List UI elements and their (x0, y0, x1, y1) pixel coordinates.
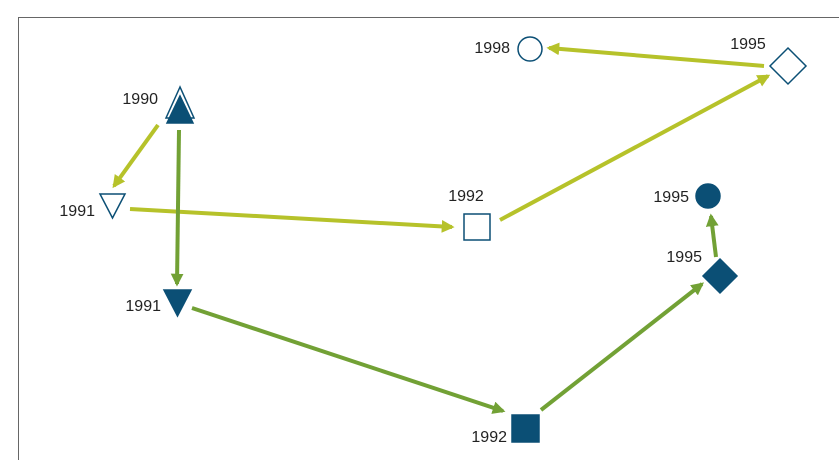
arrow (170, 129, 184, 287)
node-shape (695, 183, 721, 209)
arrow (129, 207, 455, 233)
node-shape (98, 193, 127, 220)
node-shape (768, 46, 808, 86)
node-label: 1995 (666, 249, 702, 266)
node-label: 1991 (59, 203, 95, 220)
arrows (112, 42, 771, 414)
node-shape (701, 257, 739, 295)
node-label: 1995 (730, 36, 766, 53)
frame (18, 17, 839, 460)
node-shape (162, 289, 193, 318)
nodes (98, 36, 808, 443)
arrow (112, 123, 160, 189)
node-shape (463, 213, 491, 241)
node-shape (511, 414, 540, 443)
node-shape (517, 36, 543, 62)
node-label: 1992 (448, 188, 484, 205)
node-label: 1995 (653, 189, 689, 206)
arrow (705, 213, 719, 258)
arrow (499, 74, 771, 222)
node-label: 1998 (474, 40, 510, 57)
labels: 1990 1991 1991 1992 1992 1995 1995 1995 … (59, 36, 765, 446)
node-label: 1991 (125, 298, 161, 315)
node-label: 1990 (122, 91, 158, 108)
arrow (191, 306, 506, 414)
node-shape (165, 94, 195, 124)
node-label: 1992 (471, 429, 507, 446)
arrow (546, 42, 765, 68)
arrow (539, 282, 705, 412)
